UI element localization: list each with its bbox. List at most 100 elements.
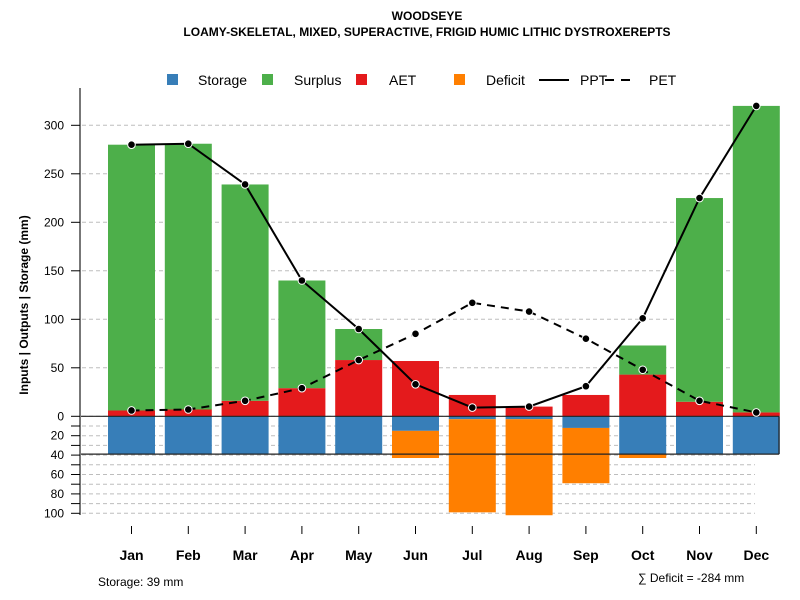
ppt-line	[131, 105, 758, 409]
ppt-point-feb	[184, 139, 193, 149]
bar-aet-sep	[562, 394, 610, 417]
legend-label-aet: AET	[389, 72, 417, 88]
bar-aet-aug	[505, 406, 553, 417]
x-tick-label-feb: Feb	[176, 547, 201, 563]
ppt-point-apr	[297, 276, 307, 285]
x-tick-label-aug: Aug	[515, 547, 542, 563]
pet-point-dec	[752, 408, 761, 417]
bar-storage-jan	[108, 416, 155, 455]
legend-swatch-aet	[356, 74, 367, 85]
bar-surplus-apr	[278, 280, 326, 389]
legend-label-ppt: PPT	[580, 72, 608, 88]
bar-storage-may	[335, 416, 383, 455]
bar-storage-jun	[392, 416, 439, 431]
x-tick-label-oct: Oct	[631, 547, 655, 563]
ppt-point-jun	[411, 379, 420, 389]
bar-surplus-feb	[164, 143, 212, 410]
bar-surplus-dec	[732, 105, 780, 413]
axes: 0 50 100 150 200 250 300 20 40 60 80 100 Jan Feb Mar Ap…	[44, 88, 769, 563]
deficit-sum-note: ∑ Deficit = -284 mm	[638, 571, 744, 585]
bar-deficit-aug	[505, 419, 553, 516]
legend-label-deficit: Deficit	[486, 72, 525, 88]
bar-storage-sep	[562, 416, 610, 428]
bar-deficit-oct	[619, 454, 667, 459]
bar-aet-apr	[278, 388, 326, 417]
bar-aet-mar	[221, 400, 269, 417]
bar-storage-feb	[164, 416, 212, 455]
bar-storage-dec	[732, 416, 780, 455]
x-tick-label-apr: Apr	[290, 547, 315, 563]
y-tick-label-200: 200	[44, 215, 64, 229]
pet-point-may	[354, 355, 364, 365]
bar-storage-apr	[278, 416, 326, 455]
bar-aet-nov	[676, 401, 723, 417]
legend-swatch-surplus	[262, 74, 273, 85]
x-tick-label-mar: Mar	[233, 547, 258, 563]
chart-title: WOODSEYE	[392, 9, 463, 23]
ppt-point-aug	[524, 402, 534, 411]
ppt-point-dec	[752, 101, 761, 111]
y-tick-label-0: 0	[57, 409, 64, 423]
bar-deficit-jul	[448, 419, 496, 513]
pet-point-oct	[638, 365, 648, 375]
pet-point-apr	[297, 383, 307, 393]
x-tick-label-nov: Nov	[686, 547, 713, 563]
bar-surplus-mar	[221, 184, 269, 401]
pet-point-jun	[411, 329, 420, 339]
bar-storage-aug	[505, 416, 553, 420]
ppt-point-oct	[638, 314, 648, 323]
pet-point-sep	[581, 334, 591, 344]
lines	[127, 101, 761, 417]
y-tick-label-300: 300	[44, 118, 64, 132]
legend: Storage Surplus AET Deficit PPT PET	[167, 72, 677, 88]
storage-capacity-box	[80, 415, 780, 455]
y-tick-label-150: 150	[44, 264, 64, 278]
pet-point-nov	[695, 396, 704, 406]
ppt-point-may	[354, 324, 364, 334]
ppt-point-nov	[695, 193, 704, 203]
legend-label-surplus: Surplus	[294, 72, 341, 88]
legend-swatch-storage	[167, 74, 178, 85]
bar-storage-jul	[448, 416, 496, 420]
y-tick-label-250: 250	[44, 167, 64, 181]
ppt-point-mar	[240, 180, 250, 189]
pet-point-aug	[524, 307, 534, 316]
x-tick-label-jun: Jun	[403, 547, 428, 563]
y-tick-label-lower-100: 100	[44, 506, 64, 520]
chart-subtitle: LOAMY-SKELETAL, MIXED, SUPERACTIVE, FRIG…	[183, 25, 670, 39]
pet-line	[131, 301, 757, 414]
y-tick-label-lower-60: 60	[51, 468, 65, 482]
x-tick-label-jan: Jan	[119, 547, 143, 563]
y-tick-label-lower-80: 80	[51, 487, 65, 501]
bar-storage-oct	[619, 416, 667, 455]
y-tick-label-lower-40: 40	[51, 448, 65, 462]
bar-surplus-jan	[108, 144, 155, 411]
bar-deficit-jun	[392, 430, 439, 459]
pet-point-jul	[468, 298, 477, 308]
pet-point-feb	[184, 405, 193, 414]
legend-swatch-deficit	[454, 74, 465, 85]
ppt-point-jul	[468, 403, 477, 412]
y-tick-label-50: 50	[51, 361, 65, 375]
bar-aet-may	[335, 360, 383, 417]
bar-storage-mar	[221, 416, 269, 455]
pet-point-jan	[127, 406, 136, 415]
y-tick-label-lower-20: 20	[51, 429, 65, 443]
bars	[108, 105, 780, 516]
legend-label-storage: Storage	[198, 72, 247, 88]
x-tick-label-may: May	[345, 547, 372, 563]
ppt-point-sep	[581, 381, 591, 391]
x-tick-label-jul: Jul	[462, 547, 482, 563]
x-tick-label-sep: Sep	[573, 547, 599, 563]
storage-note: Storage: 39 mm	[98, 575, 183, 589]
bar-surplus-nov	[676, 198, 723, 402]
bar-aet-oct	[619, 374, 667, 417]
bar-deficit-sep	[562, 427, 610, 484]
y-tick-label-100: 100	[44, 312, 64, 326]
y-axis-label: Inputs | Outputs | Storage (mm)	[17, 215, 31, 394]
legend-label-pet: PET	[649, 72, 677, 88]
ppt-point-jan	[127, 140, 136, 149]
x-tick-label-dec: Dec	[743, 547, 769, 563]
pet-point-mar	[240, 396, 250, 406]
